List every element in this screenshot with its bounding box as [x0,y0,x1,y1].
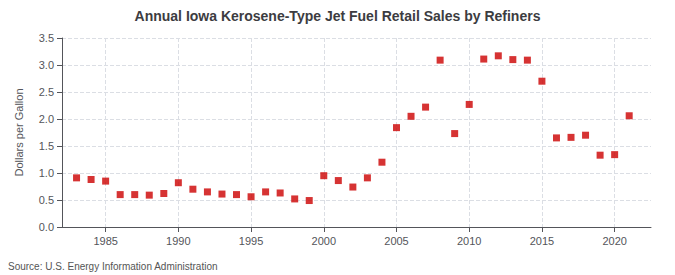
svg-text:2015: 2015 [530,235,554,247]
svg-text:2010: 2010 [457,235,481,247]
svg-text:1995: 1995 [239,235,263,247]
svg-text:Annual Iowa Kerosene-Type Jet: Annual Iowa Kerosene-Type Jet Fuel Retai… [135,8,541,24]
svg-text:2000: 2000 [312,235,336,247]
svg-text:Dollars per Gallon: Dollars per Gallon [13,88,25,176]
svg-text:3.0: 3.0 [39,59,54,71]
svg-text:1990: 1990 [166,235,190,247]
svg-text:0.5: 0.5 [39,194,54,206]
svg-text:2.5: 2.5 [39,86,54,98]
svg-text:2005: 2005 [384,235,408,247]
svg-text:Source: U.S. Energy Informatio: Source: U.S. Energy Information Administ… [8,261,218,272]
svg-text:0.0: 0.0 [39,221,54,233]
svg-text:1.5: 1.5 [39,140,54,152]
svg-text:1985: 1985 [93,235,117,247]
svg-text:3.5: 3.5 [39,32,54,44]
svg-text:2020: 2020 [602,235,626,247]
svg-text:2.0: 2.0 [39,113,54,125]
svg-text:1.0: 1.0 [39,167,54,179]
